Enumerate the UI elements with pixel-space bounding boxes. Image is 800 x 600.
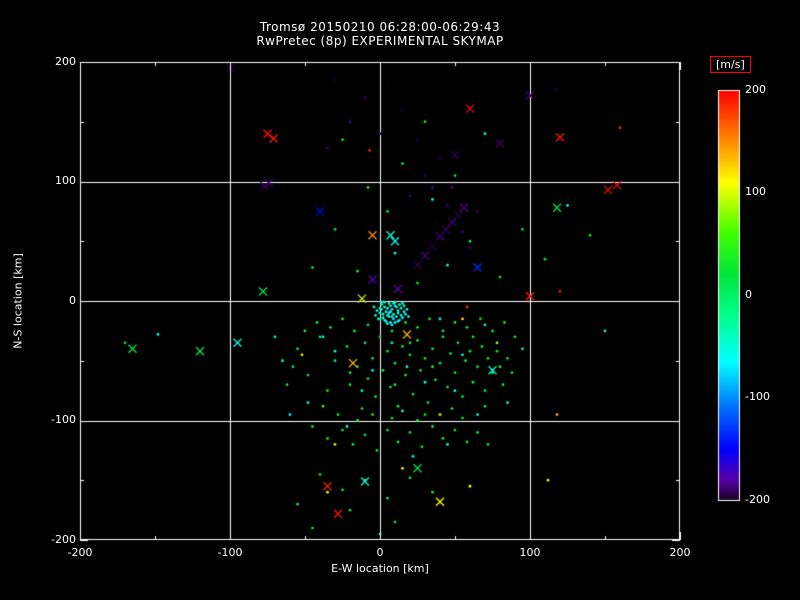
y-tick-label: 100 bbox=[55, 174, 76, 187]
chart-title: Tromsø 20150210 06:28:00-06:29:43 bbox=[259, 20, 501, 34]
x-tick-label: 200 bbox=[669, 546, 691, 559]
colorbar-tick-label: 0 bbox=[745, 288, 752, 301]
x-tick-label: 100 bbox=[519, 546, 541, 559]
y-tick-label: -100 bbox=[51, 413, 76, 426]
chart-subtitle: RwPretec (8p) EXPERIMENTAL SKYMAP bbox=[256, 34, 504, 48]
y-tick-label: 200 bbox=[55, 55, 76, 68]
colorbar-tick-label: 200 bbox=[745, 83, 766, 96]
x-tick-label: -200 bbox=[67, 546, 93, 559]
x-tick-label: -100 bbox=[217, 546, 243, 559]
y-axis-label: N-S location [km] bbox=[11, 253, 25, 349]
x-axis-label: E-W location [km] bbox=[331, 562, 429, 575]
colorbar-tick-label: 100 bbox=[745, 185, 766, 198]
colorbar-tick-label: -100 bbox=[745, 390, 770, 403]
colorbar-units-label: [m/s] bbox=[710, 56, 751, 73]
colorbar-tick-label: -200 bbox=[745, 493, 770, 506]
x-tick-label: 0 bbox=[376, 546, 384, 559]
y-tick-label: 0 bbox=[69, 294, 76, 307]
y-tick-label: -200 bbox=[51, 533, 76, 546]
